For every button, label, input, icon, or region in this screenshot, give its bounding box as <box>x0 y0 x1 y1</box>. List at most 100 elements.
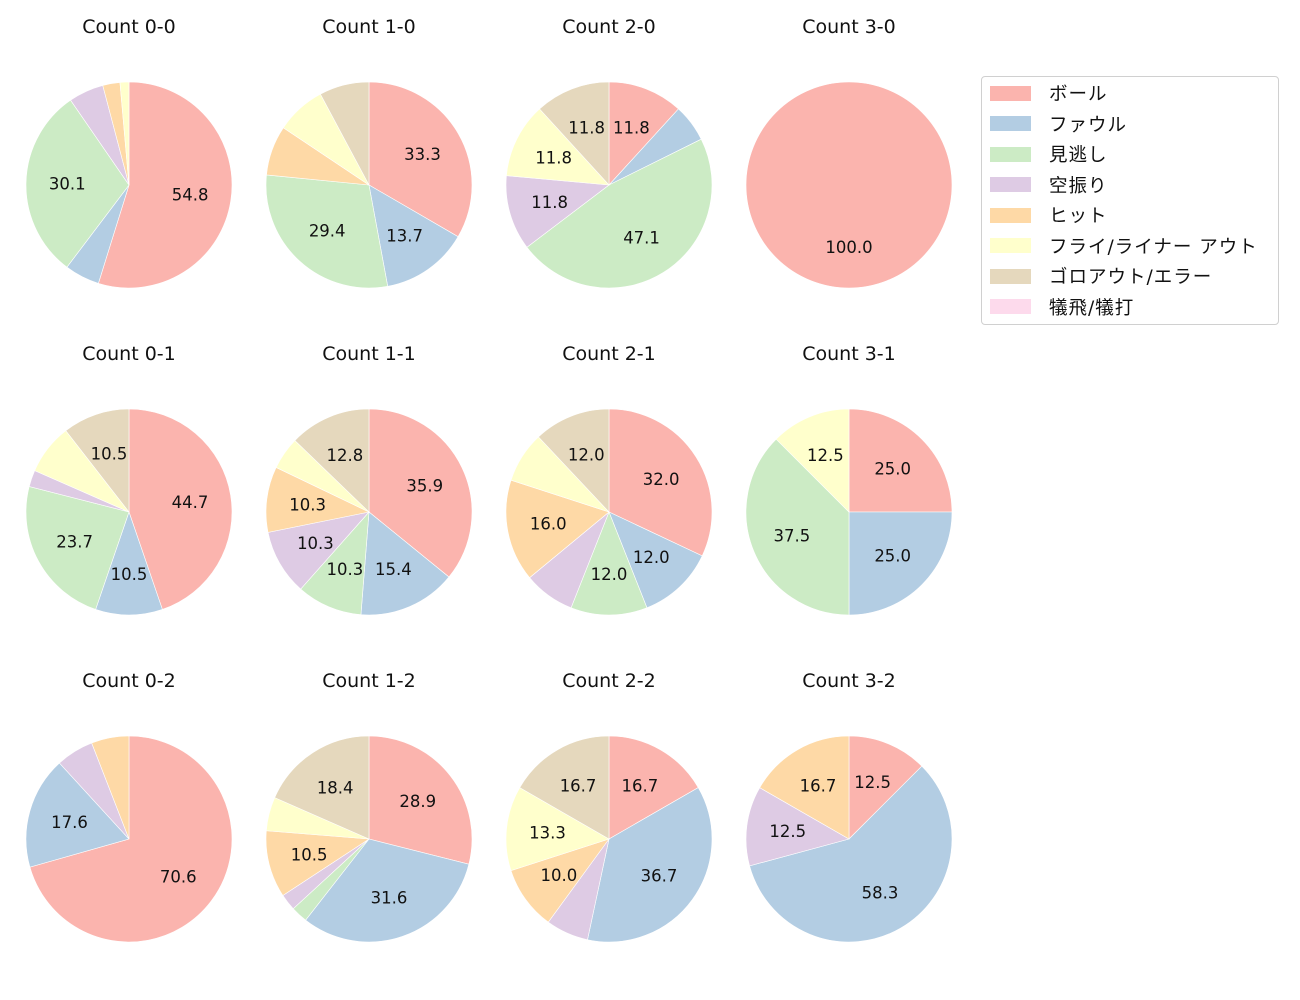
pie-chart-count-0-2: 70.6 17.6 Count 0-2 <box>9 654 249 974</box>
pie-slice <box>749 765 953 943</box>
slice-value-label: 11.8 <box>568 118 605 137</box>
pie-slice <box>587 787 713 943</box>
slice-value-label: 16.0 <box>530 515 567 534</box>
pie-slice <box>25 762 130 868</box>
pie-title: Count 1-1 <box>322 343 416 365</box>
pie-title: Count 2-2 <box>562 670 656 692</box>
legend-item-groundout-error: ゴロアウト/エラー <box>990 264 1212 288</box>
slice-value-label: 32.0 <box>643 470 680 489</box>
pie-title: Count 3-1 <box>802 343 896 365</box>
slice-value-label: 10.5 <box>91 445 128 464</box>
legend-item-called-strike: 見逃し <box>990 142 1108 166</box>
slice-value-label: 47.1 <box>623 229 660 248</box>
slice-value-label: 10.3 <box>326 560 363 579</box>
slice-value-label: 16.7 <box>622 776 659 795</box>
pie-title: Count 1-0 <box>322 16 416 38</box>
pie-slice <box>368 408 473 578</box>
pie-chart-count-2-1: 32.0 12.0 12.0 16.0 12.0 Count 2-1 <box>489 327 729 647</box>
pie-slice <box>775 408 850 513</box>
pie-slice <box>505 175 610 248</box>
slice-value-label: 16.7 <box>560 776 597 795</box>
slice-value-label: 29.4 <box>309 222 346 241</box>
slice-value-label: 23.7 <box>56 532 93 551</box>
slice-value-label: 28.9 <box>399 792 436 811</box>
pie-slice <box>360 511 450 616</box>
pie-title: Count 1-2 <box>322 670 416 692</box>
legend: ボール ファウル 見逃し 空振り ヒット フライ/ライナー アウト ゴロアウト/… <box>981 76 1279 325</box>
pie-chart-count-3-2: 12.5 58.3 12.5 16.7 Count 3-2 <box>729 654 969 974</box>
slice-value-label: 44.7 <box>172 493 209 512</box>
slice-value-label: 10.0 <box>541 866 578 885</box>
slice-value-label: 35.9 <box>406 476 443 495</box>
pie-chart-count-3-0: 100.0 Count 3-0 <box>729 0 969 320</box>
legend-label: 見逃し <box>1049 145 1108 166</box>
slice-value-label: 12.5 <box>854 773 891 792</box>
pie-chart-count-2-0: 11.8 47.1 11.8 11.8 11.8 Count 2-0 <box>489 0 729 320</box>
pie-slice <box>608 511 703 609</box>
pie-slice <box>128 408 233 610</box>
pie-slice <box>608 81 679 186</box>
pie-title: Count 2-0 <box>562 16 656 38</box>
pie-slice <box>848 511 953 616</box>
slice-value-label: 18.4 <box>317 778 354 797</box>
legend-swatch-called-strike <box>990 146 1031 162</box>
legend-item-swinging-strike: 空振り <box>990 173 1108 197</box>
pie-slice <box>368 184 459 287</box>
pie-title: Count 0-0 <box>82 16 176 38</box>
legend-label: ボール <box>1049 84 1108 105</box>
pie-slice <box>98 81 233 289</box>
slice-value-label: 58.3 <box>862 883 899 902</box>
pie-slice <box>65 408 130 513</box>
legend-swatch-fly-liner-out <box>990 238 1031 253</box>
pie-slice <box>305 838 470 943</box>
pie-slice <box>265 830 370 896</box>
pie-chart-count-0-1: 44.7 10.5 23.7 10.5 Count 0-1 <box>9 327 249 647</box>
pie-slice <box>506 108 610 186</box>
pie-slice <box>745 787 850 867</box>
slice-value-label: 25.0 <box>874 547 911 566</box>
pie-slice <box>294 408 370 513</box>
legend-swatch-sacrifice <box>990 299 1031 314</box>
slice-value-label: 33.3 <box>404 145 441 164</box>
legend-swatch-foul <box>990 116 1031 131</box>
pie-slice <box>505 787 610 872</box>
legend-item-ball: ボール <box>990 81 1108 105</box>
pie-chart-count-0-0: 54.8 30.1 Count 0-0 <box>9 0 249 320</box>
slice-value-label: 10.3 <box>297 534 334 553</box>
pie-slice <box>91 735 130 840</box>
pie-slice <box>25 486 130 610</box>
pie-slice <box>538 408 610 513</box>
slice-value-label: 25.0 <box>874 459 911 478</box>
slice-value-label: 54.8 <box>172 185 209 204</box>
slice-value-label: 30.1 <box>49 175 86 194</box>
legend-item-sacrifice: 犠飛/犠打 <box>990 295 1134 319</box>
slice-value-label: 100.0 <box>825 238 872 257</box>
legend-swatch-hit <box>990 207 1031 223</box>
pie-chart-count-1-2: 28.9 31.6 10.5 18.4 Count 1-2 <box>249 654 489 974</box>
pie-slice <box>745 81 953 289</box>
pie-chart-count-2-2: 16.7 36.7 10.0 13.3 16.7 Count 2-2 <box>489 654 729 974</box>
pie-slice <box>848 735 923 840</box>
slice-value-label: 13.7 <box>386 227 423 246</box>
legend-label: ゴロアウト/エラー <box>1049 267 1213 288</box>
slice-value-label: 12.8 <box>326 446 363 465</box>
slice-value-label: 11.8 <box>535 149 572 168</box>
slice-value-label: 15.4 <box>375 560 412 579</box>
legend-item-hit: ヒット <box>990 203 1108 227</box>
pie-slice <box>320 81 370 186</box>
slice-value-label: 36.7 <box>641 866 678 885</box>
legend-label: 空振り <box>1049 175 1108 197</box>
pie-slice <box>25 99 130 268</box>
pie-title: Count 3-2 <box>802 670 896 692</box>
slice-value-label: 11.8 <box>531 193 568 212</box>
legend-label: 犠飛/犠打 <box>1049 297 1135 319</box>
slice-value-label: 12.0 <box>633 548 670 567</box>
legend-swatch-swinging-strike <box>990 177 1031 192</box>
slice-value-label: 12.0 <box>591 565 628 584</box>
slice-value-label: 11.8 <box>613 118 650 137</box>
pie-chart-count-1-0: 33.3 13.7 29.4 Count 1-0 <box>249 0 489 320</box>
pie-slice <box>570 511 648 616</box>
pie-title: Count 0-1 <box>82 343 176 365</box>
slice-value-label: 12.0 <box>568 446 605 465</box>
pie-slice <box>368 735 473 865</box>
